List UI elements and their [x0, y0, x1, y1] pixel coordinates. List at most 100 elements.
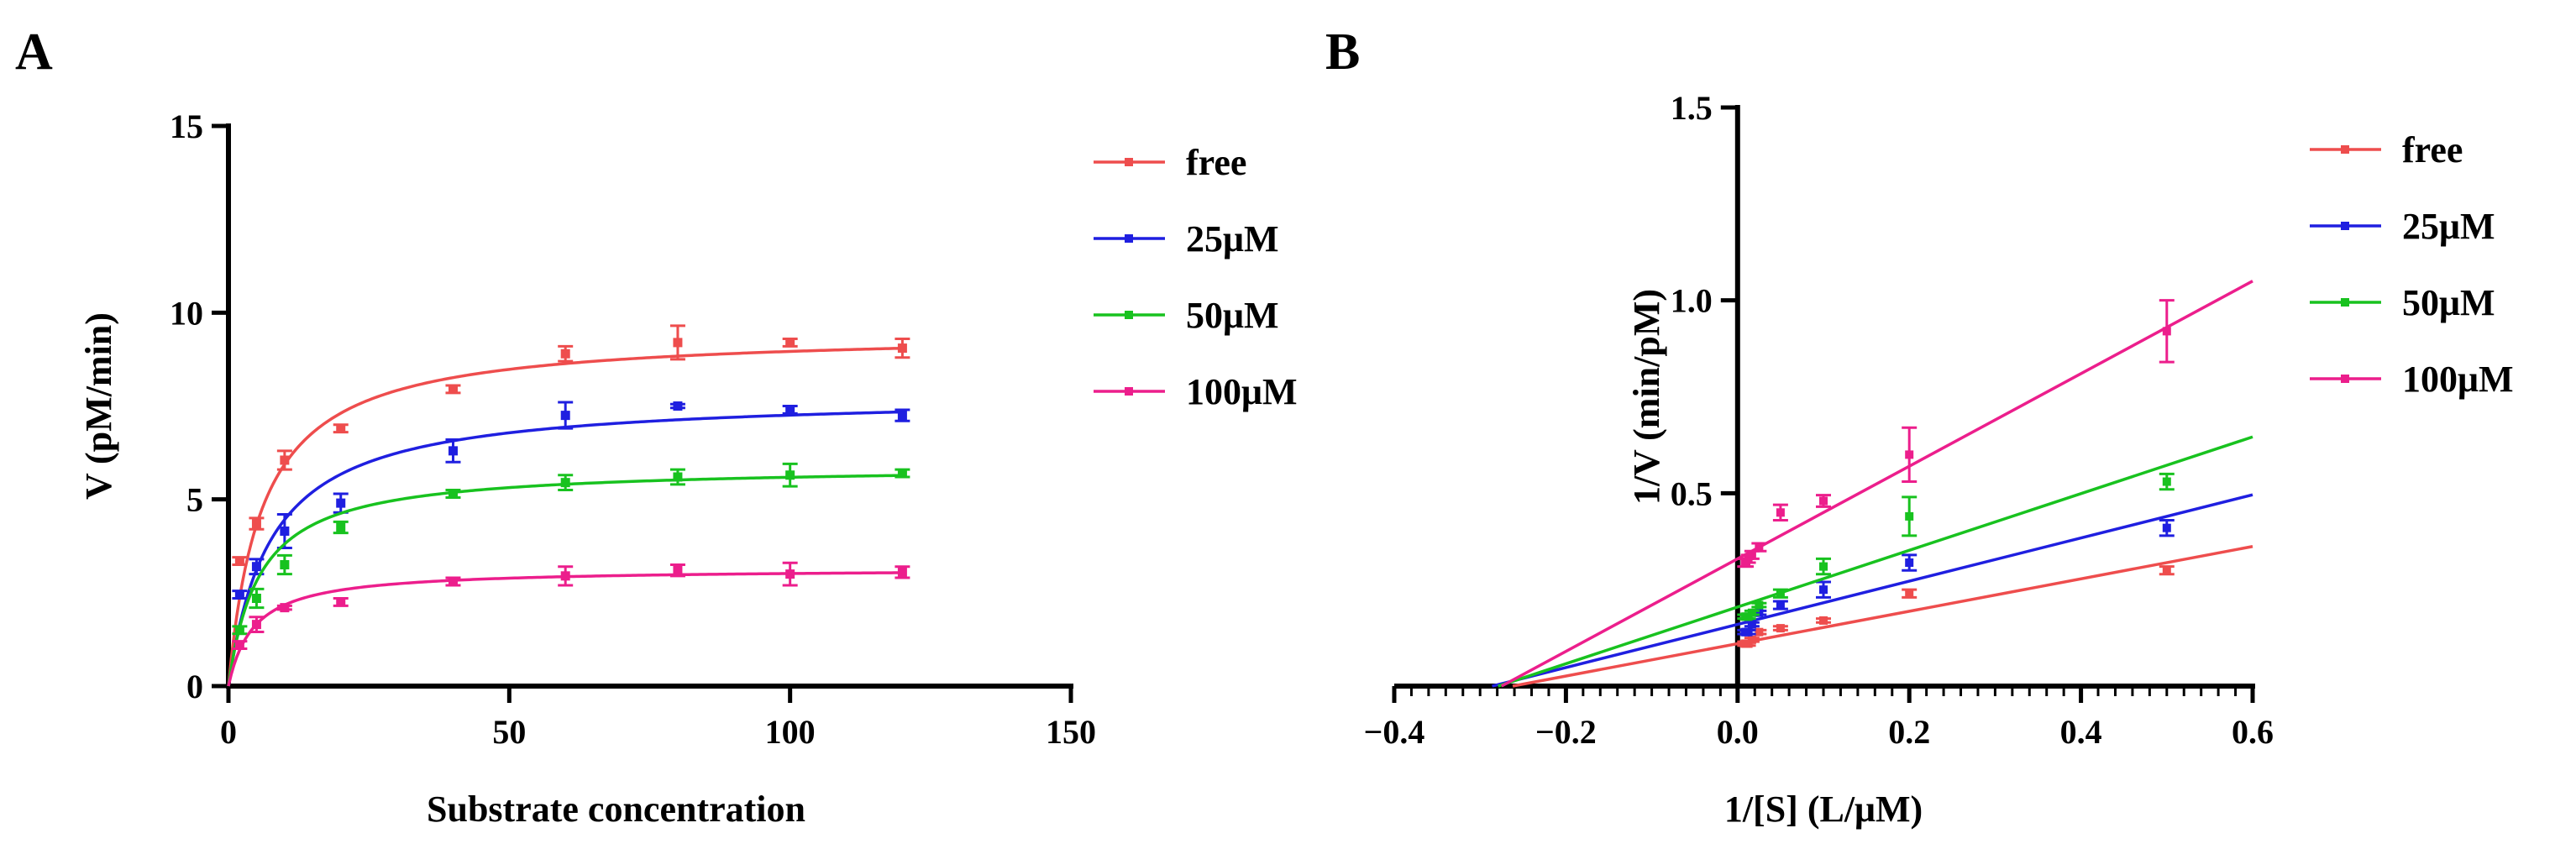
- series-50uM: [1498, 435, 2253, 688]
- fit-line-25uM: [1492, 493, 2253, 688]
- panel-b-letter: B: [1325, 24, 1360, 81]
- data-point-50uM: [1755, 600, 1764, 610]
- data-point-25uM: [560, 411, 570, 421]
- data-point-50uM: [448, 489, 458, 499]
- data-point-50uM: [560, 478, 570, 488]
- legend-item-50uM: 50μM: [2310, 282, 2495, 323]
- x-tick-label: 0.2: [1888, 713, 1930, 751]
- data-point-100uM: [1776, 508, 1785, 517]
- data-point-25uM: [280, 526, 290, 536]
- data-point-100uM: [560, 571, 570, 581]
- legend-swatch-marker: [1125, 311, 1133, 319]
- data-point-50uM: [234, 625, 244, 635]
- legend-label: 100μM: [1186, 371, 1297, 412]
- legend-label: 50μM: [2402, 282, 2495, 323]
- x-tick-label: 0.6: [2232, 713, 2274, 751]
- y-tick-label: 5: [186, 481, 203, 519]
- legend-item-25uM: 25μM: [2310, 206, 2495, 247]
- data-point-free: [280, 455, 290, 465]
- data-point-100uM: [1740, 558, 1750, 568]
- x-tick-label: 0: [220, 713, 237, 751]
- data-point-free: [1905, 589, 1914, 598]
- data-point-25uM: [673, 401, 683, 411]
- x-tick-label: 0.0: [1717, 713, 1759, 751]
- legend-item-free: free: [2310, 129, 2463, 170]
- data-point-100uM: [1755, 542, 1764, 552]
- data-point-100uM: [251, 620, 261, 630]
- fit-line-free: [227, 346, 903, 687]
- data-point-25uM: [336, 498, 346, 508]
- data-point-free: [234, 556, 244, 566]
- legend-label: free: [2402, 129, 2463, 170]
- legend-label: 100μM: [2402, 359, 2513, 400]
- x-tick-label: 50: [492, 713, 526, 751]
- series-100uM: [227, 561, 910, 687]
- data-point-25uM: [1819, 585, 1828, 595]
- data-point-50uM: [897, 469, 907, 479]
- legend-item-50uM: 50μM: [1094, 295, 1278, 336]
- data-point-50uM: [2162, 477, 2171, 486]
- legend-swatch-marker: [2341, 222, 2349, 230]
- y-tick-label: 1.0: [1671, 282, 1713, 320]
- y-tick-label: 0: [186, 668, 203, 705]
- series-25uM: [227, 401, 910, 687]
- data-point-free: [1755, 627, 1764, 637]
- data-point-25uM: [1740, 627, 1750, 637]
- data-point-100uM: [2162, 327, 2171, 336]
- data-point-100uM: [234, 640, 244, 650]
- data-point-free: [1819, 616, 1828, 625]
- data-point-50uM: [1905, 511, 1914, 521]
- data-point-free: [673, 338, 683, 348]
- x-tick-label: 150: [1046, 713, 1096, 751]
- data-point-free: [2162, 566, 2171, 575]
- x-axis-title: 1/[S] (L/μM): [1724, 789, 1923, 830]
- data-point-50uM: [673, 472, 683, 482]
- data-point-25uM: [897, 411, 907, 421]
- fit-line-100uM: [1500, 280, 2253, 688]
- data-point-50uM: [1819, 562, 1828, 571]
- legend-item-100uM: 100μM: [2310, 359, 2513, 400]
- data-point-free: [897, 343, 907, 354]
- legend-item-100uM: 100μM: [1094, 371, 1297, 412]
- y-tick-label: 0.5: [1671, 474, 1713, 512]
- data-point-100uM: [1905, 450, 1914, 459]
- data-point-50uM: [1740, 612, 1750, 621]
- data-point-free: [1740, 639, 1750, 648]
- fit-line-free: [1512, 545, 2253, 688]
- x-tick-label: 100: [765, 713, 816, 751]
- data-point-free: [448, 384, 458, 394]
- data-point-100uM: [673, 565, 683, 575]
- data-point-25uM: [1747, 620, 1756, 629]
- data-point-100uM: [1819, 496, 1828, 506]
- data-point-free: [560, 349, 570, 359]
- panel-a-michaelis-menten-chart: 0 50 100 150 0 5 10 15 Substrate concentration V …: [78, 107, 1297, 830]
- series-25uM: [1492, 493, 2253, 688]
- data-point-50uM: [251, 594, 261, 604]
- data-point-25uM: [785, 405, 795, 415]
- y-tick-label: 15: [170, 107, 203, 145]
- data-point-50uM: [1776, 589, 1785, 598]
- data-point-25uM: [1755, 608, 1764, 617]
- data-point-25uM: [251, 562, 261, 572]
- fit-line-100uM: [227, 571, 903, 687]
- series-free: [1512, 545, 2253, 688]
- x-tick-label: −0.4: [1364, 713, 1425, 751]
- data-point-100uM: [897, 567, 907, 577]
- x-tick-label: 0.4: [2060, 713, 2102, 751]
- y-tick-label: 1.5: [1671, 89, 1713, 127]
- x-axis-title: Substrate concentration: [427, 789, 805, 830]
- legend-label: 25μM: [2402, 206, 2495, 247]
- data-point-100uM: [448, 576, 458, 586]
- legend-label: 25μM: [1186, 218, 1278, 259]
- panel-b-lineweaver-burk-chart: −0.4 −0.2 0.0 0.2 0.4 0.6 0.5 1.0 1.5 1/[S] (L/μM…: [1364, 89, 2514, 830]
- series-100uM: [1500, 280, 2253, 688]
- data-point-50uM: [336, 522, 346, 532]
- data-point-100uM: [785, 569, 795, 579]
- legend-label: 50μM: [1186, 295, 1278, 336]
- legend-swatch-marker: [2341, 375, 2349, 383]
- legend-item-25uM: 25μM: [1094, 218, 1278, 259]
- legend-item-free: free: [1094, 142, 1246, 183]
- data-point-50uM: [785, 470, 795, 480]
- legend-swatch-marker: [1125, 234, 1133, 243]
